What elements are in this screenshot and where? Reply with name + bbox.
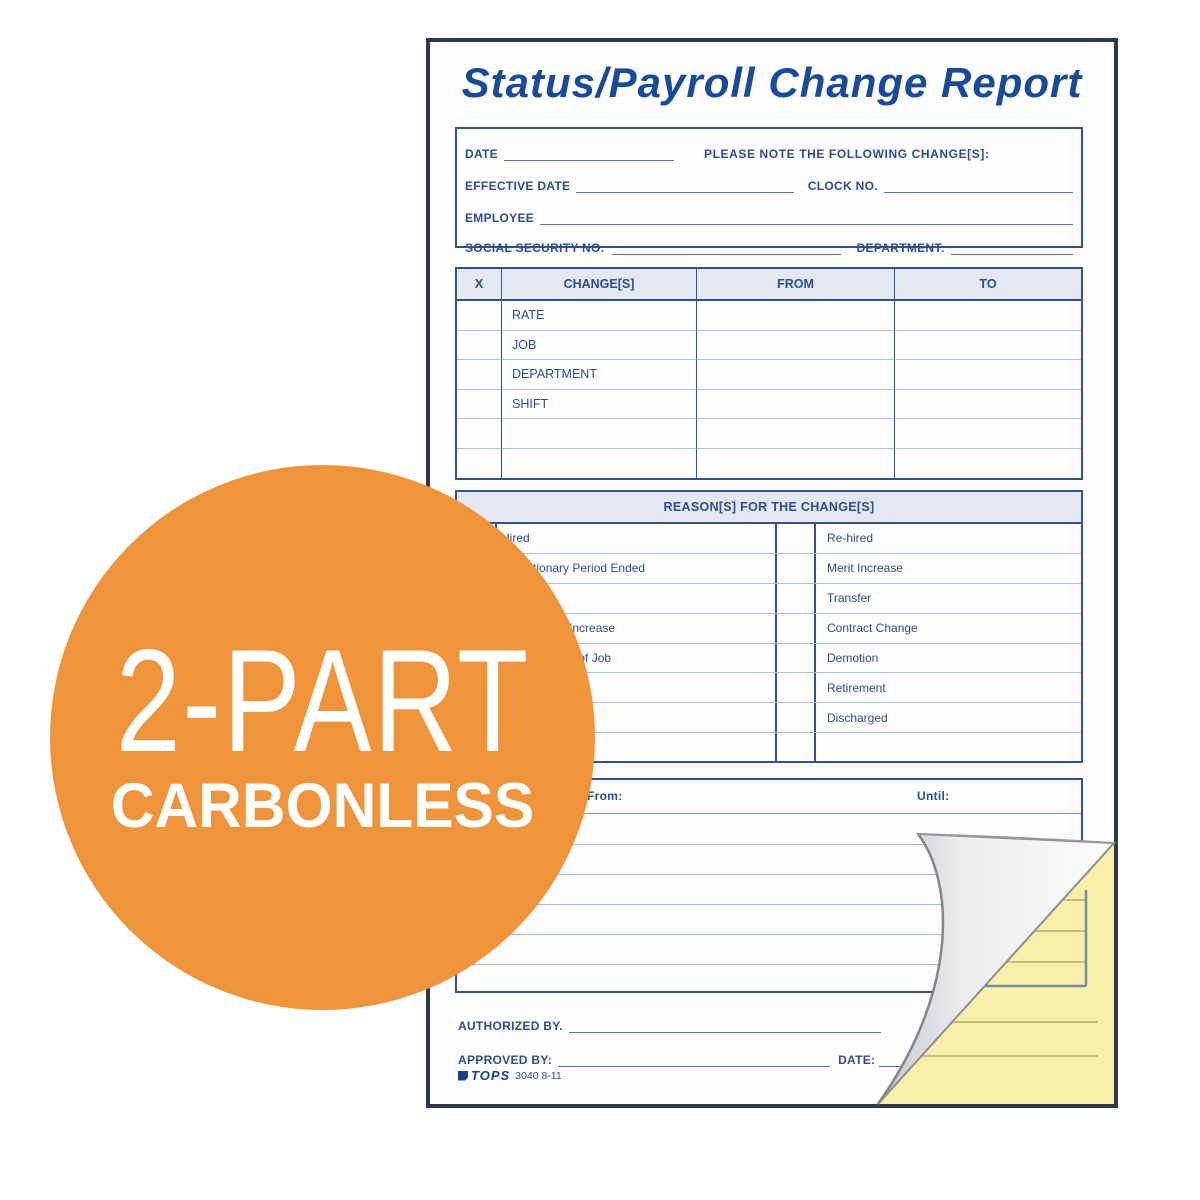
- reason-row: Probationary Period Ended Merit Increase: [457, 554, 1081, 584]
- from-cell: [697, 301, 895, 331]
- approved-blank-line: [558, 1052, 831, 1067]
- ruled-line: [457, 813, 1081, 814]
- reason-right: Contract Change: [827, 621, 918, 636]
- to-cell: [895, 331, 1081, 360]
- brand-name: TOPS: [471, 1068, 511, 1083]
- info-row-ssn: SOCIAL SECURITY NO. DEPARTMENT:: [457, 233, 1081, 255]
- effective-date-label: EFFECTIVE DATE: [465, 179, 571, 193]
- form-number: 3040 8-11: [515, 1069, 562, 1082]
- change-row-label: [502, 448, 697, 478]
- reasons-header: REASON[S] FOR THE CHANGE[S]: [457, 492, 1081, 524]
- to-cell: [895, 360, 1081, 390]
- reason-right: Demotion: [827, 650, 879, 665]
- ssn-blank-line: [612, 240, 841, 255]
- change-row-label: RATE: [502, 301, 697, 331]
- form-page: Status/Payroll Change Report DATE PLEASE…: [426, 38, 1118, 1108]
- reason-row: Retirement: [457, 673, 1081, 704]
- employee-info-box: DATE PLEASE NOTE THE FOLLOWING CHANGE[S]…: [455, 127, 1083, 255]
- approved-row: APPROVED BY: DATE:: [458, 1052, 920, 1067]
- col-header-x: X: [457, 269, 502, 301]
- authorized-row: AUTHORIZED BY.: [458, 1018, 881, 1033]
- x-cell: [457, 360, 502, 390]
- from-cell: [697, 360, 895, 390]
- badge-line2: CARBONLESS: [110, 771, 535, 842]
- clock-no-label: CLOCK NO.: [807, 179, 878, 193]
- changes-table: X CHANGE[S] FROM TO RATE JOB DEPARTMENT …: [455, 267, 1083, 480]
- carbonless-badge: 2-PART CARBONLESS: [50, 465, 595, 1010]
- date-blank-line: [503, 146, 674, 161]
- department-blank-line: [951, 240, 1073, 255]
- authorized-by-label: AUTHORIZED BY.: [458, 1019, 563, 1033]
- employee-label: EMPLOYEE: [465, 211, 535, 225]
- change-row-label: DEPARTMENT: [502, 360, 697, 390]
- reason-right: Re-hired: [827, 531, 874, 546]
- to-cell: [895, 390, 1081, 419]
- ruled-line: [457, 934, 1081, 935]
- x-cell: [457, 301, 502, 331]
- signoff-date-label: DATE:: [838, 1053, 876, 1067]
- from-cell: [697, 389, 895, 419]
- reason-row: Transfer: [457, 584, 1081, 614]
- form-title: Status/Payroll Change Report: [461, 59, 1083, 106]
- reason-right: Merit Increase: [827, 561, 904, 576]
- ruled-line: [457, 904, 1081, 905]
- reason-row: Discharged: [457, 703, 1081, 734]
- date-label: DATE: [465, 147, 498, 161]
- approved-by-label: APPROVED BY:: [458, 1053, 553, 1067]
- x-cell: [457, 389, 502, 419]
- reason-right: Discharged: [827, 710, 888, 725]
- from-label: From:: [587, 789, 623, 803]
- department-label: DEPARTMENT:: [856, 241, 945, 255]
- effective-date-blank-line: [576, 178, 794, 193]
- to-cell: [895, 449, 1081, 479]
- reason-right: Retirement: [827, 680, 886, 695]
- col-header-changes: CHANGE[S]: [502, 269, 697, 301]
- info-row-date: DATE PLEASE NOTE THE FOLLOWING CHANGE[S]…: [457, 139, 1081, 161]
- info-row-employee: EMPLOYEE: [457, 203, 1081, 225]
- badge-line1: 2-PART: [115, 618, 530, 782]
- change-row-label: [502, 419, 697, 449]
- divider: [814, 524, 816, 763]
- to-cell: [895, 301, 1081, 331]
- col-header-to: TO: [895, 269, 1081, 301]
- col-header-from: FROM: [697, 269, 895, 301]
- ruled-line: [457, 874, 1081, 875]
- change-row-label: JOB: [502, 330, 697, 360]
- reason-right: Transfer: [827, 591, 872, 606]
- from-cell: [697, 448, 895, 478]
- ssn-label: SOCIAL SECURITY NO.: [465, 241, 605, 255]
- info-row-effective: EFFECTIVE DATE CLOCK NO.: [457, 171, 1081, 193]
- signoff-date-blank-line: [879, 1052, 920, 1067]
- authorized-blank-line: [568, 1018, 881, 1033]
- x-cell: [457, 419, 502, 449]
- until-label: Until:: [917, 789, 950, 803]
- ruled-line: [457, 844, 1081, 845]
- employee-blank-line: [540, 210, 1073, 225]
- x-cell: [457, 448, 502, 478]
- divider: [775, 524, 777, 763]
- reason-row: Hired Re-hired: [457, 524, 1081, 554]
- clock-no-blank-line: [883, 178, 1073, 193]
- from-cell: [697, 419, 895, 449]
- footer-brand-row: TOPS 3040 8-11: [458, 1068, 562, 1083]
- to-cell: [895, 419, 1081, 449]
- change-row-label: SHIFT: [502, 389, 697, 419]
- x-cell: [457, 330, 502, 360]
- please-note-text: PLEASE NOTE THE FOLLOWING CHANGE[S]:: [703, 147, 990, 161]
- ruled-line: [457, 964, 1081, 965]
- tops-logo-icon: [458, 1070, 468, 1081]
- from-cell: [697, 330, 895, 360]
